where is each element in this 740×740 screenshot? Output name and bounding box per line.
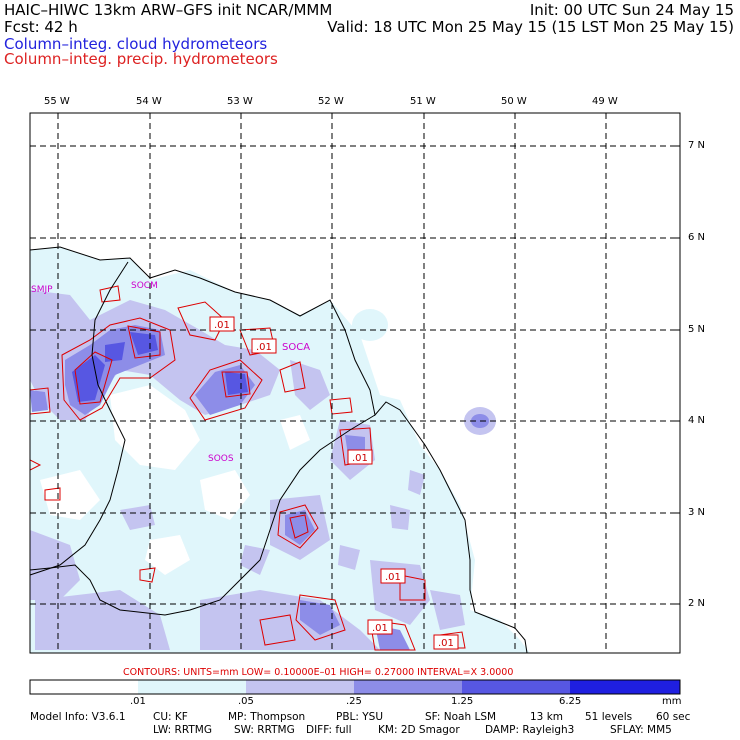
model-info: PBL: YSU xyxy=(336,711,384,723)
frame-ticks xyxy=(57,113,680,605)
field-gap xyxy=(280,415,310,450)
contour-label: .01 xyxy=(352,453,368,464)
model-info: MP: Thompson xyxy=(228,711,306,723)
colorbar-bin xyxy=(30,680,138,694)
colorbar-bin xyxy=(462,680,570,694)
model-info: Model Info: V3.6.1 xyxy=(30,711,126,723)
colorbar-bin xyxy=(246,680,354,694)
field-region-shade4 xyxy=(72,332,248,402)
contour-label: .01 xyxy=(256,342,272,353)
coastline xyxy=(29,246,528,654)
model-info: 60 sec xyxy=(656,711,691,723)
shaded-field xyxy=(30,247,530,653)
lat-label: 7 N xyxy=(688,140,706,151)
lat-label: 6 N xyxy=(688,232,706,243)
station-label-smjp: SMJP xyxy=(31,285,53,295)
colorbar-bin xyxy=(570,680,680,694)
lon-label: 54 W xyxy=(136,96,162,107)
colorbar-tick: 6.25 xyxy=(559,696,582,707)
contours-info: CONTOURS: UNITS=mm LOW= 0.10000E–01 HIGH… xyxy=(123,667,514,678)
precip-contours xyxy=(30,285,466,651)
forecast-hour: Fcst: 42 h xyxy=(4,18,78,36)
station-label-socm: SOCM xyxy=(131,281,158,291)
colorbar-bin xyxy=(354,680,462,694)
field-region-shade1 xyxy=(352,309,388,341)
graticule xyxy=(30,113,680,653)
plot-title: HAIC–HIWC 13km ARW–GFS init NCAR/MMM xyxy=(4,1,333,19)
colorbar-tick: .01 xyxy=(130,696,146,707)
lat-label: 2 N xyxy=(688,598,706,609)
lat-label: 3 N xyxy=(688,507,706,518)
model-info: 13 km xyxy=(530,711,564,723)
field-gap xyxy=(200,470,250,520)
lon-label: 51 W xyxy=(410,96,436,107)
model-info: KM: 2D Smagor xyxy=(378,724,460,736)
colorbar-tick: 1.25 xyxy=(451,696,474,707)
contour-label-boxes xyxy=(209,316,459,650)
lon-label: 52 W xyxy=(318,96,344,107)
model-info: CU: KF xyxy=(153,711,188,723)
station-label-soos: SOOS xyxy=(208,454,234,464)
lon-label: 50 W xyxy=(501,96,527,107)
colorbar-units: mm xyxy=(662,696,682,707)
field-gap xyxy=(110,385,200,470)
contour-label: .01 xyxy=(214,320,230,331)
model-info: DAMP: Rayleigh3 xyxy=(485,724,575,736)
map-frame xyxy=(29,112,681,654)
colorbar-bin xyxy=(138,680,246,694)
lon-label: 55 W xyxy=(44,96,70,107)
model-info: SFLAY: MM5 xyxy=(610,724,672,736)
model-info: LW: RRTMG xyxy=(153,724,212,736)
init-time: Init: 00 UTC Sun 24 May 15 xyxy=(529,1,734,19)
model-info: 51 levels xyxy=(585,711,633,723)
model-info: DIFF: full xyxy=(306,724,352,736)
field-precip-label: Column–integ. precip. hydrometeors xyxy=(4,50,278,68)
station-label-soca: SOCA xyxy=(282,342,310,353)
lat-label: 4 N xyxy=(688,415,706,426)
lon-label: 49 W xyxy=(592,96,618,107)
colorbar-tick: .25 xyxy=(346,696,362,707)
colorbar-tick: .05 xyxy=(238,696,254,707)
contour-label: .01 xyxy=(438,638,454,649)
model-info: SW: RRTMG xyxy=(234,724,295,736)
valid-time: Valid: 18 UTC Mon 25 May 15 (15 LST Mon … xyxy=(327,18,734,36)
model-info: SF: Noah LSM xyxy=(425,711,497,723)
field-gap xyxy=(145,535,190,575)
field-cloud-label: Column–integ. cloud hydrometeors xyxy=(4,35,268,53)
contour-label: .01 xyxy=(385,572,401,583)
colorbar xyxy=(29,679,681,695)
contour-label: .01 xyxy=(372,623,388,634)
field-gap xyxy=(40,470,100,520)
lon-label: 53 W xyxy=(227,96,253,107)
lat-label: 5 N xyxy=(688,324,706,335)
